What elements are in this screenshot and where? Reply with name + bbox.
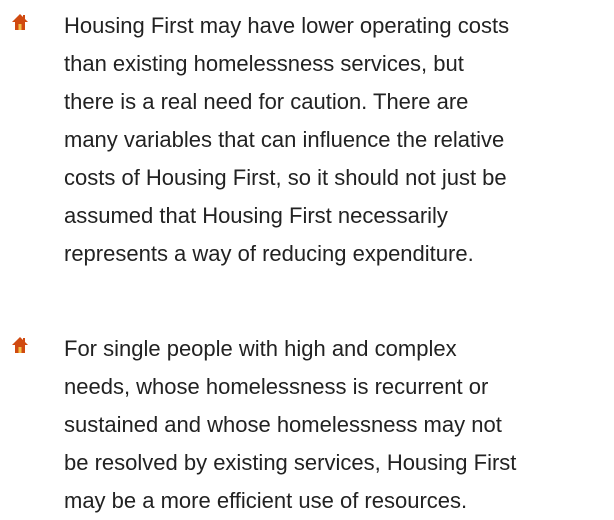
text-line: costs of Housing First, so it should not… <box>64 165 507 190</box>
text-line: assumed that Housing First necessarily <box>64 203 448 228</box>
house-icon <box>12 14 28 30</box>
text-line: many variables that can influence the re… <box>64 127 505 152</box>
text-line: than existing homelessness services, but <box>64 51 464 76</box>
house-icon <box>12 337 28 353</box>
text-line: be resolved by existing services, Housin… <box>64 450 517 475</box>
text-line: represents a way of reducing expenditure… <box>64 241 474 266</box>
text-line: there is a real need for caution. There … <box>64 89 469 114</box>
text-line: Housing First may have lower operating c… <box>64 13 510 38</box>
text-line: For single people with high and complex <box>64 336 457 361</box>
text-line: sustained and whose homelessness may not <box>64 412 502 437</box>
text-line: may be a more efficient use of resources… <box>64 488 468 513</box>
text-line: needs, whose homelessness is recurrent o… <box>64 374 489 399</box>
